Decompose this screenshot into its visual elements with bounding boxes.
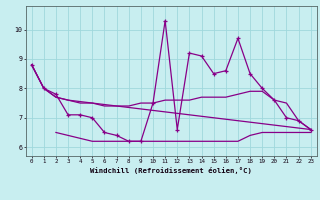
X-axis label: Windchill (Refroidissement éolien,°C): Windchill (Refroidissement éolien,°C) bbox=[90, 167, 252, 174]
